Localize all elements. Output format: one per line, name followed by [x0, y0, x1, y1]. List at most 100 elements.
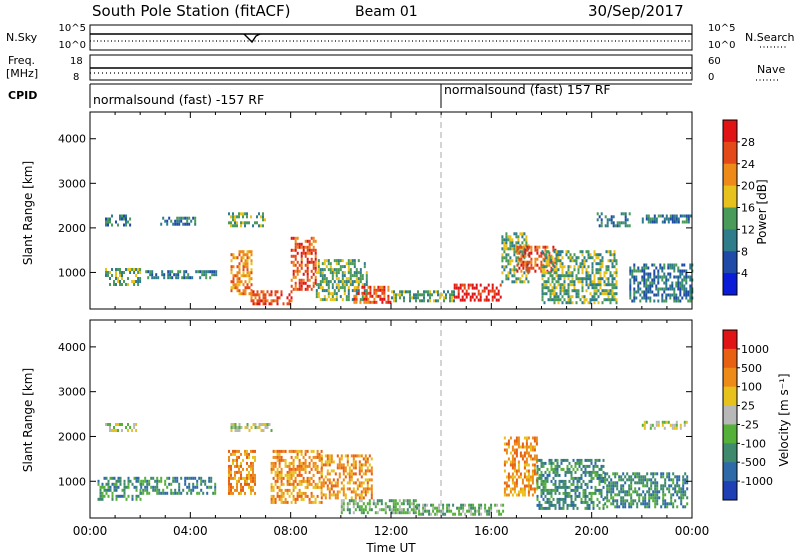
nsearch-tick-bottom: 10^0: [708, 40, 735, 51]
echo-region: [503, 436, 538, 497]
cpid-segment-2: normalsound (fast) 157 RF: [444, 82, 611, 97]
x-tick-label: 08:00: [273, 524, 308, 538]
echo-region: [320, 454, 373, 500]
power-colorbar: 28 24 20 16 12 8 4 Power [dB]: [722, 119, 769, 296]
nsky-label: N.Sky: [6, 31, 38, 44]
freq-label: Freq.: [8, 54, 35, 67]
nsearch-tick-top: 10^5: [708, 23, 735, 34]
power-panel: 4000 3000 2000 1000 Slant Range [km]: [21, 111, 694, 310]
colorbar-tick-label: -500: [741, 456, 766, 469]
y-tick-label: 4000: [58, 341, 86, 354]
echo-region: [230, 423, 273, 432]
colorbar-swatch: [723, 424, 737, 444]
velocity-colorbar: 1000 500 100 25 -25 -100 -500 -1000 Velocity [m…: [722, 329, 791, 501]
x-tick-label: 20:00: [574, 524, 609, 538]
echo-region: [501, 232, 530, 284]
echo-region: [250, 290, 293, 306]
colorbar-tick-label: -1000: [741, 475, 773, 488]
colorbar-tick-label: -100: [741, 437, 766, 450]
y-tick-label: 3000: [58, 177, 86, 190]
beam-label: Beam 01: [355, 4, 418, 20]
cpid-segment-1: normalsound (fast) -157 RF: [93, 92, 264, 107]
cpid-label: CPID: [8, 89, 37, 102]
echo-region: [353, 285, 392, 304]
colorbar-tick-label: 12: [741, 223, 755, 236]
nsky-panel: N.Sky 10^5 10^0 10^5 10^0 N.Search: [6, 23, 795, 51]
colorbar-tick-label: 20: [741, 180, 755, 193]
echo-region: [230, 250, 253, 296]
colorbar-swatch: [723, 141, 737, 165]
echo-region: [270, 449, 323, 504]
nave-tick-bottom: 0: [708, 72, 714, 83]
colorbar-swatch: [723, 386, 737, 407]
colorbar-swatch: [723, 367, 737, 388]
echo-region: [629, 263, 694, 303]
velocity-ylabel: Slant Range [km]: [21, 368, 35, 472]
figure-title: South Pole Station (fitACF): [92, 2, 290, 20]
echo-region: [228, 212, 266, 228]
x-tick-label: 00:00: [73, 524, 108, 538]
velocity-panel: 4000 3000 2000 1000 Slant Range [km]: [21, 319, 693, 519]
echo-region: [641, 420, 688, 430]
x-tick-label: 04:00: [173, 524, 208, 538]
x-tick-label: 12:00: [374, 524, 409, 538]
echo-region: [160, 216, 197, 226]
nsearch-label: N.Search: [745, 31, 795, 44]
echo-region: [228, 449, 256, 495]
echo-region: [340, 499, 417, 515]
colorbar-swatch: [723, 405, 737, 425]
y-tick-label: 4000: [58, 133, 86, 146]
echo-region: [140, 476, 217, 495]
nave-label: Nave: [757, 63, 785, 76]
colorbar-tick-label: 16: [741, 202, 755, 215]
colorbar-tick-label: 25: [741, 400, 755, 413]
x-tick-label: 00:00: [675, 524, 710, 538]
power-ylabel: Slant Range [km]: [21, 161, 35, 265]
colorbar-swatch: [723, 120, 737, 143]
nave-tick-top: 60: [708, 56, 721, 67]
echo-region: [315, 259, 368, 302]
power-colorbar-label: Power [dB]: [755, 179, 769, 244]
colorbar-tick-label: 100: [741, 381, 762, 394]
echo-region: [105, 423, 138, 432]
echo-region: [391, 290, 455, 303]
echo-region: [290, 236, 317, 291]
colorbar-tick-label: 4: [741, 267, 748, 280]
y-tick-label: 1000: [58, 266, 86, 279]
xlabel: Time UT: [365, 541, 416, 554]
echo-region: [596, 212, 631, 228]
colorbar-swatch: [723, 207, 737, 230]
cpid-panel: CPID normalsound (fast) -157 RF normalso…: [8, 82, 692, 108]
colorbar-swatch: [723, 273, 737, 296]
colorbar-swatch: [723, 163, 737, 187]
nsky-tick-top: 10^5: [59, 23, 86, 34]
echo-region: [105, 268, 142, 286]
nsky-tick-bottom: 10^0: [59, 40, 86, 51]
colorbar-tick-label: 28: [741, 136, 755, 149]
colorbar-swatch: [723, 251, 737, 274]
echo-region: [604, 472, 689, 509]
echo-region: [641, 214, 692, 224]
y-tick-label: 1000: [58, 475, 86, 488]
echo-region: [453, 283, 502, 302]
y-tick-label: 2000: [58, 430, 86, 443]
freq-unit: [MHz]: [6, 67, 38, 80]
velocity-echo-layer: [97, 420, 689, 516]
colorbar-tick-label: 500: [741, 362, 762, 375]
echo-region: [416, 503, 505, 516]
colorbar-tick-label: 1000: [741, 343, 769, 356]
colorbar-swatch: [723, 185, 737, 208]
colorbar-swatch: [723, 229, 737, 252]
echo-region: [105, 214, 132, 227]
colorbar-swatch: [723, 443, 737, 463]
echo-region: [541, 250, 618, 305]
colorbar-tick-label: 8: [741, 245, 748, 258]
time-x-axis: 00:00 04:00 08:00 12:00 16:00 20:00 00:00: [73, 524, 710, 538]
freq-panel: Freq. [MHz] 18 8 60 0 Nave: [6, 54, 785, 83]
colorbar-swatch: [723, 462, 737, 482]
colorbar-tick-label: -25: [741, 418, 759, 431]
echo-region: [536, 458, 605, 510]
date-label: 30/Sep/2017: [588, 2, 684, 20]
power-y-axis: 4000 3000 2000 1000: [58, 112, 693, 309]
